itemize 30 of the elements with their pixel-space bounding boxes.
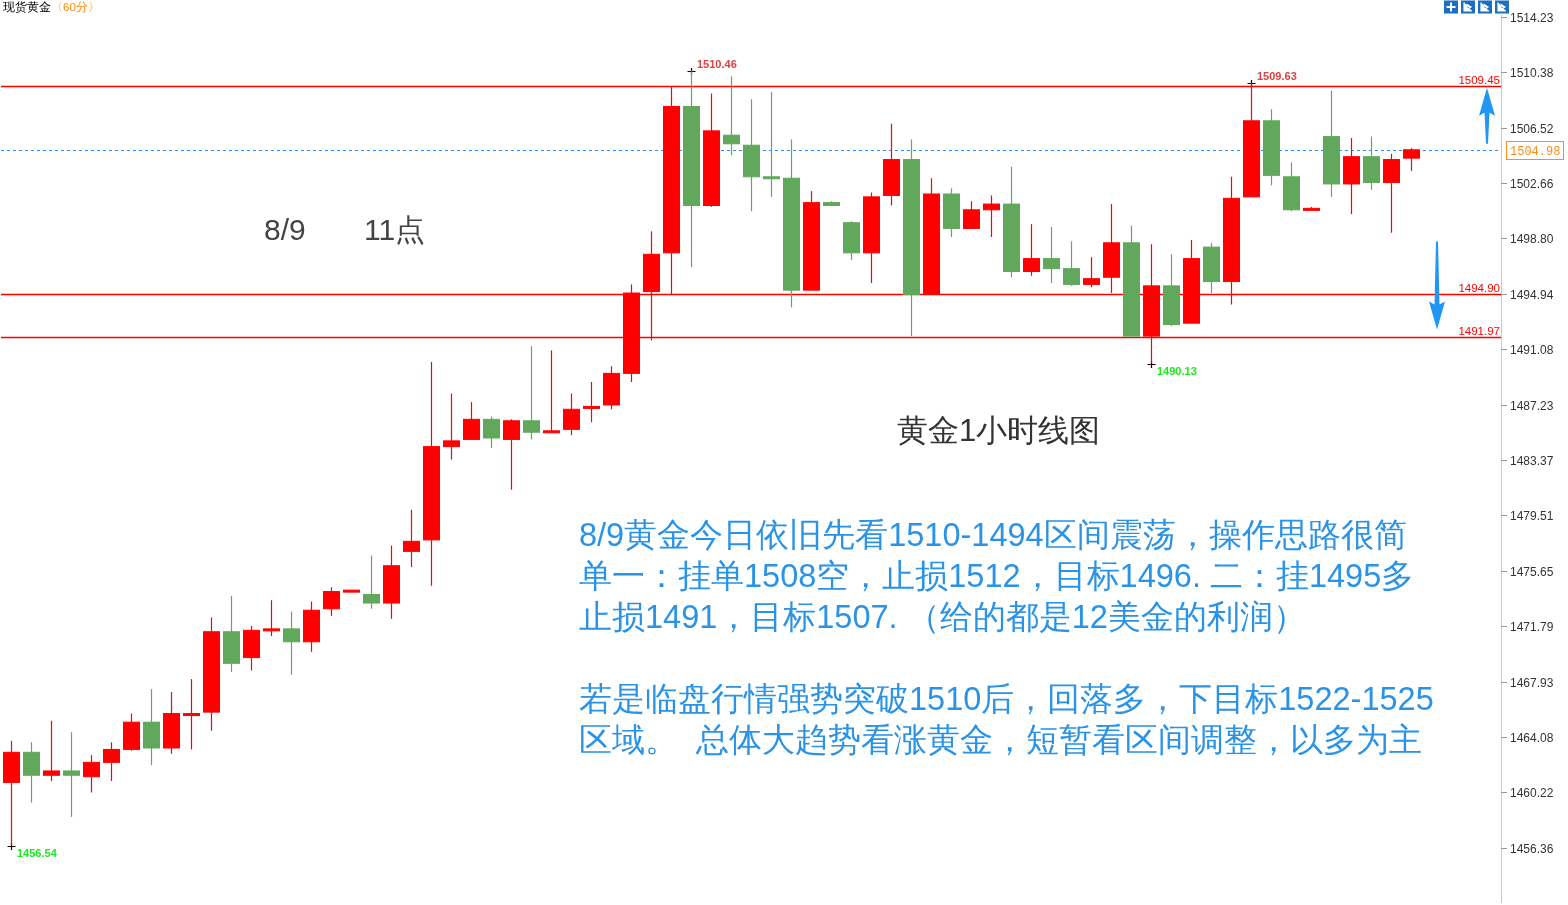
y-tick-label: 1483.37 [1510, 453, 1554, 468]
y-tick-label: 1487.23 [1510, 398, 1554, 413]
annotation: 8/9黄金今日依旧先看1510-1494区间震荡，操作思路很简单一：挂单1508空，止损1512，目标1496. 二：挂1495多止损1491，目标1507. （给的都是12美金的利润） [579, 517, 1415, 635]
y-tick-label: 1456.36 [1510, 841, 1554, 856]
y-tick-label: 1464.08 [1510, 730, 1554, 745]
y-tick-label: 1506.52 [1510, 121, 1554, 136]
annotation: 黄金1小时线图 [897, 413, 1101, 448]
y-tick-label: 1471.79 [1510, 619, 1554, 634]
annotation: 1456.54 [17, 847, 57, 859]
y-tick-label: 1502.66 [1510, 176, 1554, 191]
y-tick-label: 1510.38 [1510, 65, 1554, 80]
y-tick-label: 1498.80 [1510, 231, 1554, 246]
y-tick-label: 1514.23 [1510, 10, 1554, 25]
y-tick-label: 1491.08 [1510, 342, 1554, 357]
ref-line-label: 1494.90 [1458, 281, 1500, 294]
y-tick-label: 1479.51 [1510, 508, 1554, 523]
ref-line-label: 1504.98 [1510, 145, 1561, 159]
y-tick-label: 1467.93 [1510, 675, 1554, 690]
chart-title: 现货黄金 [3, 1, 51, 14]
ref-line-label: 1509.45 [1458, 73, 1500, 86]
y-tick-label: 1475.65 [1510, 564, 1554, 579]
annotation: 若是临盘行情强势突破1510后，回落多，下目标1522-1525区域。 总体大趋势看涨黄金，短暂看区间调整，以多为主 [579, 681, 1434, 758]
annotation: 1510.46 [697, 58, 737, 70]
annotation: 8/9 11点 [264, 213, 426, 246]
chart-subtitle: 〈60分〉 [51, 1, 100, 13]
annotation: 1490.13 [1157, 365, 1197, 377]
y-tick-label: 1460.22 [1510, 785, 1554, 800]
ref-line-label: 1491.97 [1458, 324, 1500, 337]
annotation: 1509.63 [1257, 70, 1297, 82]
y-tick-label: 1494.94 [1510, 287, 1554, 302]
